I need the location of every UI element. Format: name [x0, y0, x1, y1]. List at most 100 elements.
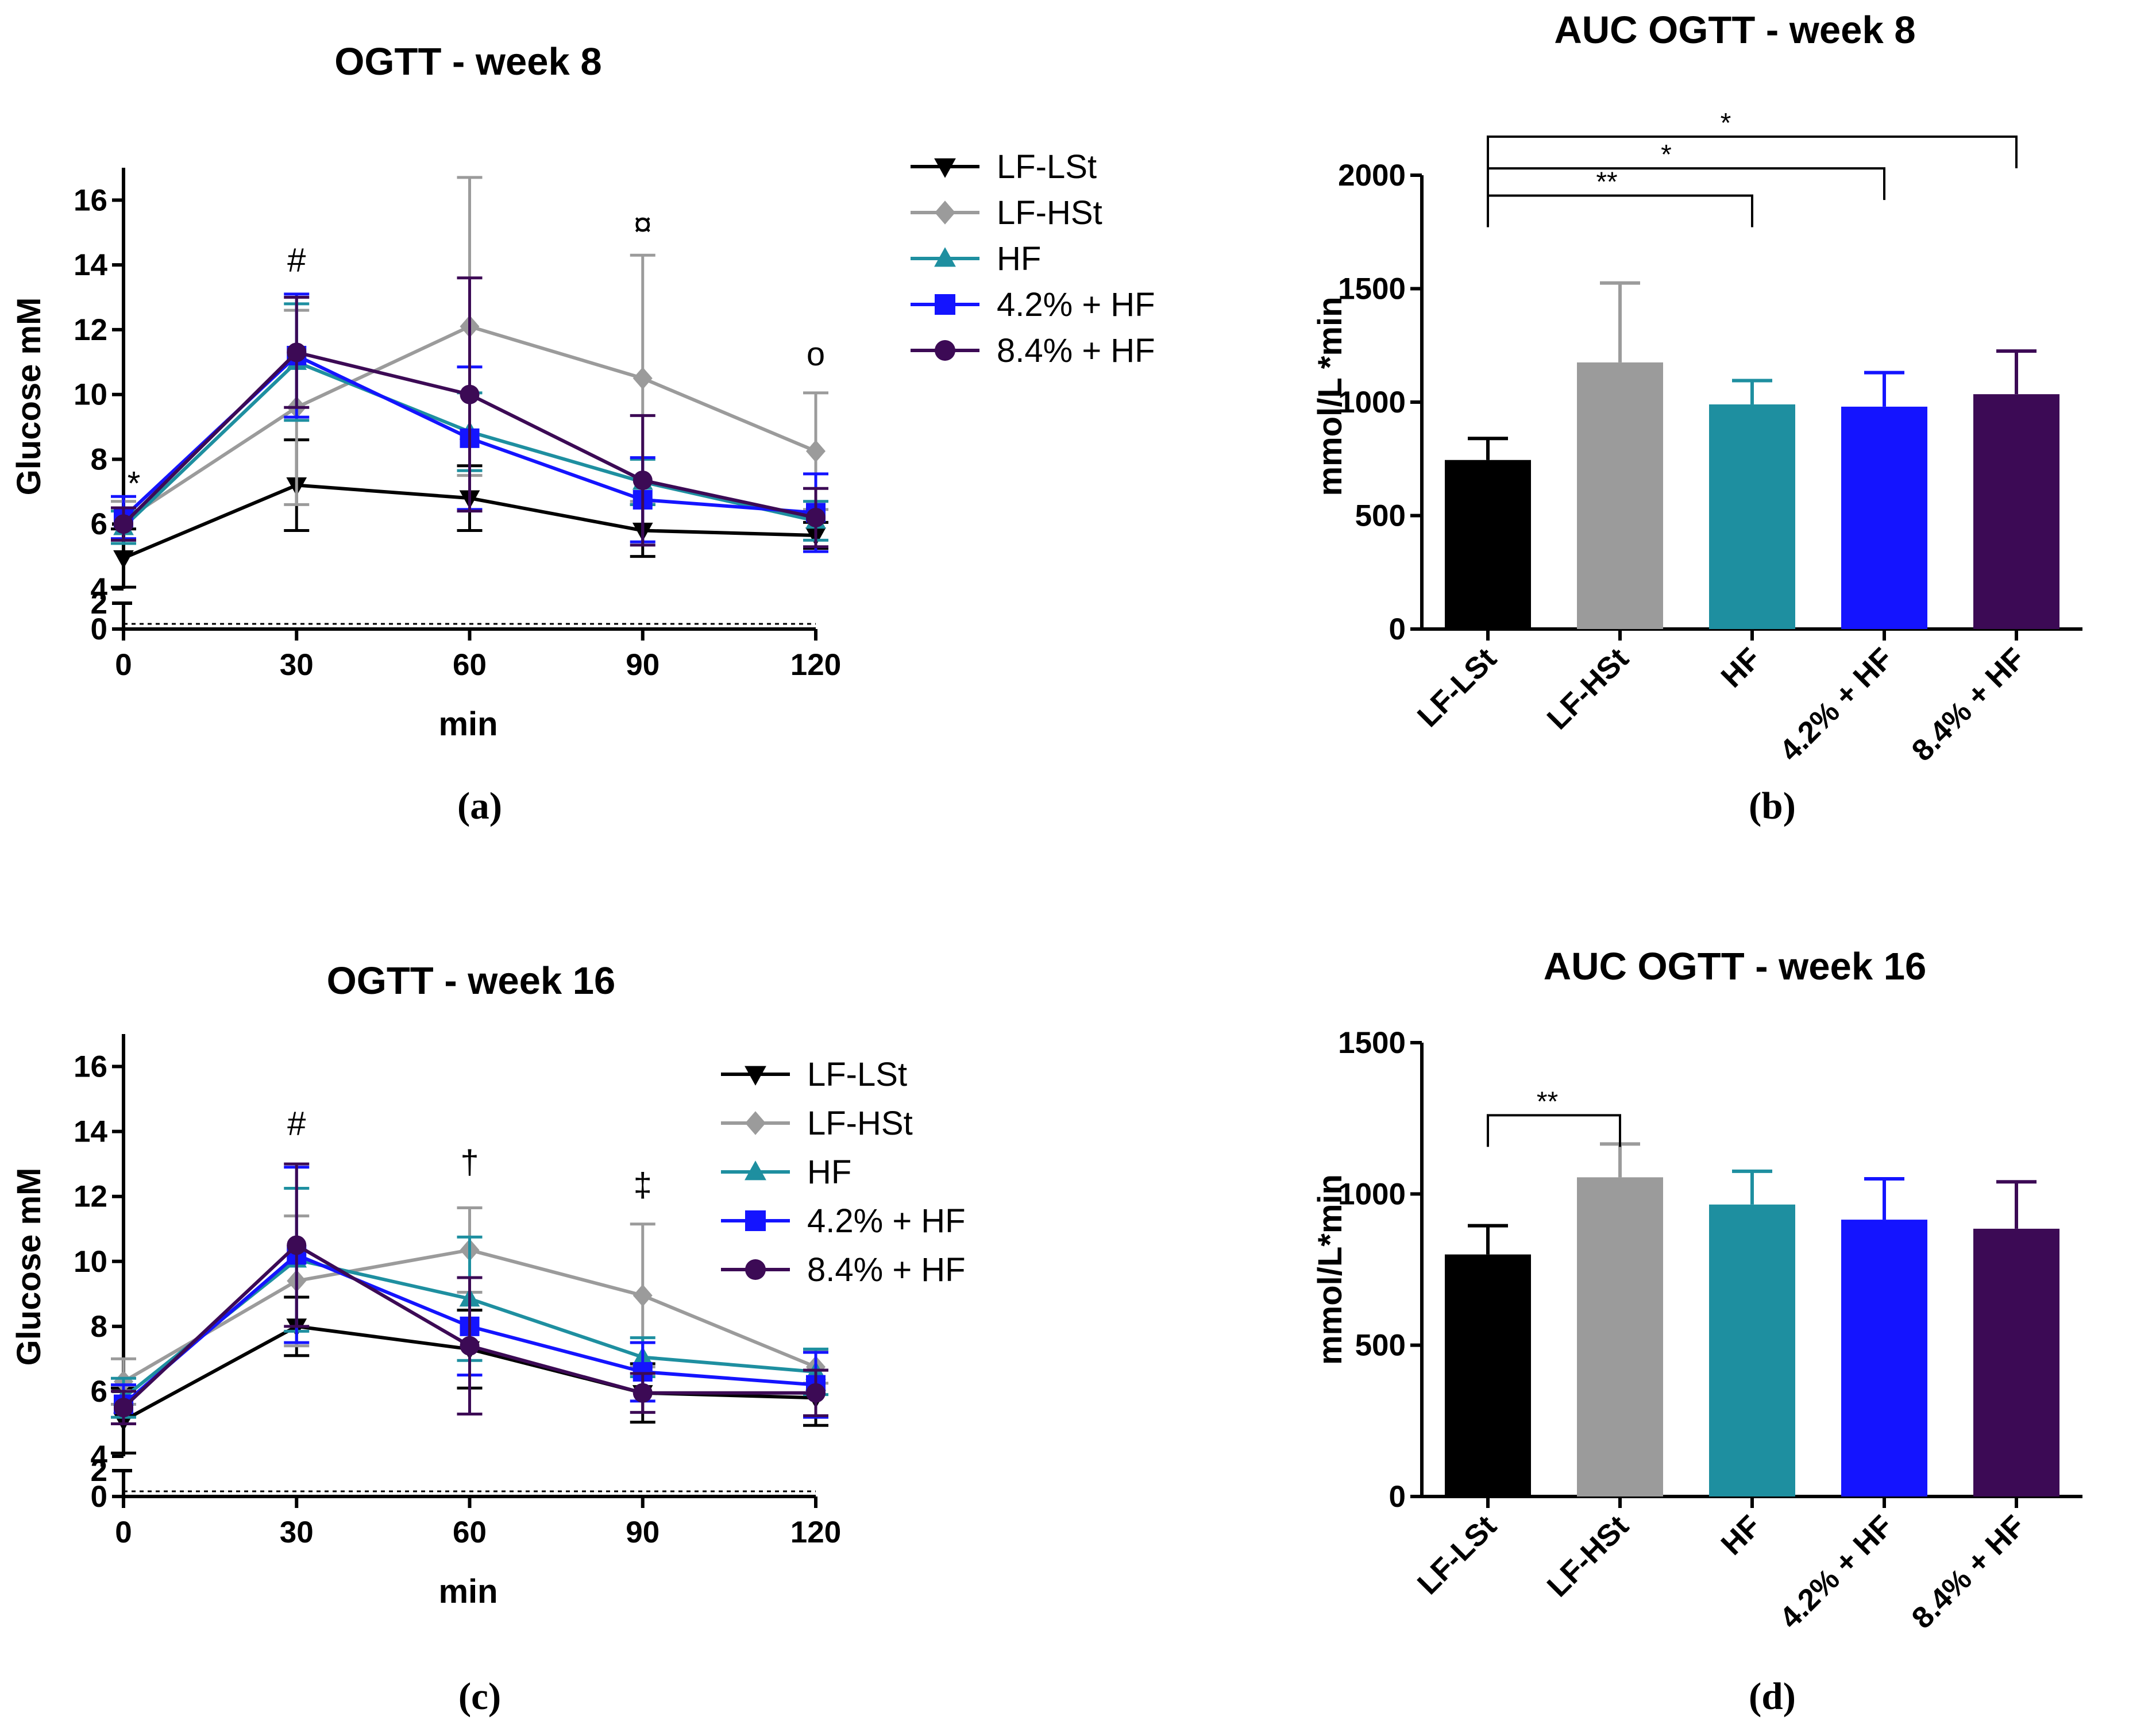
x-tick-label: 30: [280, 648, 314, 682]
y-axis-label: mmol/L *min: [1312, 297, 1349, 496]
legend-swatch-marker: [745, 1160, 766, 1181]
data-point: [114, 514, 133, 534]
legend-swatch-marker: [935, 200, 955, 225]
data-point: [806, 439, 826, 462]
significance-annotation: #: [287, 1105, 306, 1142]
y-tick-label: 2: [91, 1454, 107, 1488]
y-tick-label: 500: [1355, 1329, 1406, 1363]
x-tick-label: LF-LSt: [1411, 642, 1503, 734]
legend-swatch-marker: [934, 247, 956, 267]
x-tick-label: 4.2% + HF: [1773, 642, 1900, 768]
significance-bracket: [1487, 1114, 1621, 1147]
y-tick-label: 12: [74, 313, 107, 347]
x-tick-label: LF-HSt: [1541, 642, 1636, 736]
y-tick-label: 16: [74, 183, 107, 217]
bar: [1841, 1220, 1927, 1496]
significance-label: *: [1661, 140, 1672, 170]
bar: [1445, 460, 1531, 629]
significance-label: **: [1537, 1086, 1558, 1117]
significance-annotation: #: [287, 241, 306, 279]
y-axis-label: Glucose mM: [10, 1168, 48, 1366]
legend-item-8-4-hf: 8.4% + HF: [911, 332, 1155, 369]
x-axis-label: min: [438, 705, 497, 743]
legend-swatch-marker: [935, 340, 955, 361]
legend-label: 4.2% + HF: [997, 286, 1155, 323]
data-point: [460, 1336, 480, 1356]
y-axis-label: Glucose mM: [10, 298, 48, 496]
bar: [1973, 394, 2059, 629]
significance-annotation: †: [460, 1144, 479, 1181]
y-tick-label: 10: [74, 1245, 107, 1279]
axes: [112, 168, 817, 641]
bar-lf-lst: [1445, 437, 1531, 629]
bracket-line: [1487, 167, 1885, 200]
y-tick-label: 8: [91, 442, 107, 476]
y-tick-label: 4: [91, 572, 108, 606]
legend-item-hf: HF: [721, 1154, 851, 1191]
bar-8-4-hf: [1973, 1180, 2059, 1496]
panel-label: (a): [457, 785, 502, 827]
legend-swatch-marker: [934, 158, 956, 178]
y-tick-label: 500: [1355, 499, 1406, 533]
legend-label: LF-LSt: [807, 1056, 907, 1093]
y-tick-label: 6: [91, 507, 107, 541]
data-point: [632, 1383, 653, 1403]
bar: [1709, 1204, 1795, 1496]
legend-item-lf-hst: LF-HSt: [911, 194, 1102, 232]
legend-label: 8.4% + HF: [807, 1251, 966, 1289]
legend-item-4-2-hf: 4.2% + HF: [721, 1202, 966, 1240]
x-tick-label: HF: [1715, 1509, 1768, 1562]
significance-bracket: [1487, 167, 1885, 200]
data-point: [806, 507, 826, 527]
legend-swatch-marker: [745, 1066, 766, 1086]
x-tick-label: LF-HSt: [1541, 1509, 1636, 1604]
bar-hf: [1709, 1169, 1795, 1496]
legend-item-4-2-hf: 4.2% + HF: [911, 286, 1155, 323]
x-tick-label: 8.4% + HF: [1906, 1509, 2032, 1636]
y-tick-label: 1500: [1338, 272, 1406, 306]
data-point: [114, 1398, 133, 1418]
y-tick-label: 2000: [1338, 159, 1406, 192]
x-tick-label: 120: [790, 1515, 841, 1549]
legend-item-lf-hst: LF-HSt: [721, 1105, 913, 1142]
x-axis-label: min: [438, 1573, 497, 1610]
x-tick-label: 60: [453, 648, 487, 682]
y-tick-label: 1000: [1338, 1177, 1406, 1211]
legend-item-lf-lst: LF-LSt: [911, 148, 1097, 186]
data-point: [113, 550, 134, 569]
legend-label: LF-LSt: [997, 148, 1097, 186]
panel-label: (c): [458, 1675, 501, 1718]
significance-bracket: [1487, 194, 1753, 227]
x-tick-label: 90: [626, 648, 659, 682]
bar-lf-hst: [1577, 1142, 1663, 1496]
chart-title: AUC OGTT - week 8: [1554, 9, 1915, 52]
legend-swatch-marker: [745, 1259, 766, 1280]
legend-label: 8.4% + HF: [997, 332, 1155, 369]
legend-swatch-marker: [745, 1210, 766, 1231]
x-tick-label: 120: [790, 648, 841, 682]
legend-item-hf: HF: [911, 240, 1041, 277]
y-tick-label: 1000: [1338, 385, 1406, 419]
data-point: [460, 384, 480, 404]
y-tick-label: 0: [91, 612, 107, 646]
data-point: [287, 342, 307, 362]
significance-annotation: ‡: [634, 1167, 652, 1204]
data-point: [806, 1383, 826, 1403]
x-tick-label: 0: [115, 1515, 132, 1549]
x-tick-label: HF: [1715, 642, 1768, 695]
legend-item-lf-lst: LF-LSt: [721, 1056, 907, 1093]
bar-hf: [1709, 379, 1795, 629]
x-tick-label: 0: [115, 648, 132, 682]
bar-4-2-hf: [1841, 1177, 1927, 1496]
significance-annotation: o: [807, 335, 825, 373]
y-tick-label: 0: [1389, 1480, 1406, 1514]
y-tick-label: 8: [91, 1310, 107, 1344]
series-8-4-hf: [111, 1162, 828, 1425]
line-chart-week16: OGTT - week 16 Glucose mM min (c) 024 6 8 1…: [10, 959, 966, 1718]
bar: [1709, 404, 1795, 629]
legend-label: 4.2% + HF: [807, 1202, 966, 1240]
bracket-line: [1487, 135, 2018, 168]
y-axis-label: mmol/L*min: [1312, 1174, 1349, 1365]
bar: [1841, 406, 1927, 629]
